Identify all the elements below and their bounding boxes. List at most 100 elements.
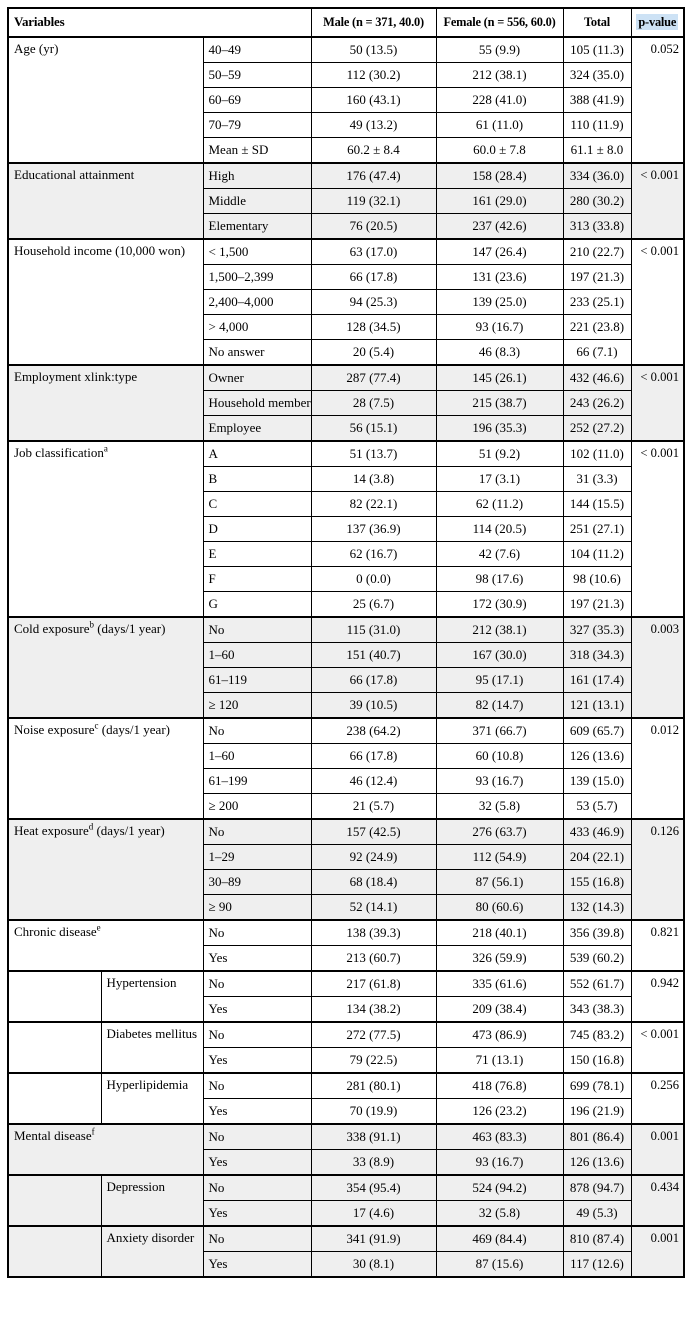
total-cell: 878 (94.7) <box>562 1174 632 1201</box>
male-cell: 39 (10.5) <box>310 692 437 719</box>
category-cell: A <box>202 440 312 467</box>
variable-cell: Employment xlink:type <box>7 364 204 442</box>
category-cell: E <box>202 541 312 567</box>
category-cell: F <box>202 566 312 592</box>
table-row: 61–199 46 (12.4) 93 (16.7) 139 (15.0) <box>8 768 684 794</box>
total-cell: 432 (46.6) <box>562 364 632 391</box>
category-cell: 60–69 <box>202 87 312 113</box>
male-cell: 176 (47.4) <box>310 162 437 189</box>
variable-cell: Job classificationa <box>7 440 204 618</box>
male-cell: 66 (17.8) <box>310 264 437 290</box>
category-cell: < 1,500 <box>202 238 312 265</box>
male-cell: 62 (16.7) <box>310 541 437 567</box>
female-cell: 87 (56.1) <box>435 869 564 895</box>
male-cell: 63 (17.0) <box>310 238 437 265</box>
col-header-female: Female (n = 556, 60.0) <box>435 7 564 38</box>
female-cell: 60 (10.8) <box>435 743 564 769</box>
table-row: Noise exposurec (days/1 year) No 238 (64.2… <box>7 717 685 820</box>
male-cell: 112 (30.2) <box>310 62 437 88</box>
female-cell: 32 (5.8) <box>435 793 564 820</box>
indent-cell <box>7 970 102 1023</box>
total-cell: 699 (78.1) <box>562 1072 632 1099</box>
table-row: 1,500–2,399 66 (17.8) 131 (23.6) 197 (21.3) <box>8 264 684 290</box>
table-row: Household member 28 (7.5) 215 (38.7) 243 (2… <box>8 390 684 416</box>
category-cell: Yes <box>202 1251 312 1278</box>
female-cell: 326 (59.9) <box>435 945 564 972</box>
table-row: 61–119 66 (17.8) 95 (17.1) 161 (17.4) <box>8 667 684 693</box>
table-row: Employment xlink:type Owner 287 (77.4) 145 … <box>7 364 685 442</box>
footnote-marker: c <box>94 720 99 731</box>
category-cell: C <box>202 491 312 517</box>
category-cell: No <box>202 1123 312 1150</box>
col-header-variables: Variables <box>7 7 312 38</box>
table-row: Yes 17 (4.6) 32 (5.8) 49 (5.3) <box>8 1200 684 1227</box>
category-cell: 2,400–4,000 <box>202 289 312 315</box>
female-cell: 209 (38.4) <box>435 996 564 1023</box>
male-cell: 33 (8.9) <box>310 1149 437 1176</box>
characteristics-table: Variables Male (n = 371, 40.0) Female (n… <box>7 7 685 1278</box>
total-cell: 31 (3.3) <box>562 466 632 492</box>
col-header-male: Male (n = 371, 40.0) <box>310 7 437 38</box>
female-cell: 418 (76.8) <box>435 1072 564 1099</box>
female-cell: 46 (8.3) <box>435 339 564 366</box>
category-cell: 1–60 <box>202 743 312 769</box>
category-cell: 40–49 <box>202 36 312 63</box>
table-row: No answer 20 (5.4) 46 (8.3) 66 (7.1) <box>8 339 684 366</box>
p-value-cell: 0.126 <box>630 818 685 921</box>
female-cell: 161 (29.0) <box>435 188 564 214</box>
total-cell: 233 (25.1) <box>562 289 632 315</box>
male-cell: 14 (3.8) <box>310 466 437 492</box>
category-cell: Middle <box>202 188 312 214</box>
category-cell: 1–29 <box>202 844 312 870</box>
category-cell: Owner <box>202 364 312 391</box>
female-cell: 237 (42.6) <box>435 213 564 240</box>
male-cell: 20 (5.4) <box>310 339 437 366</box>
female-cell: 463 (83.3) <box>435 1123 564 1150</box>
male-cell: 51 (13.7) <box>310 440 437 467</box>
female-cell: 98 (17.6) <box>435 566 564 592</box>
total-cell: 334 (36.0) <box>562 162 632 189</box>
female-cell: 61 (11.0) <box>435 112 564 138</box>
p-value-cell: 0.434 <box>630 1174 685 1227</box>
table-row: Depression No 354 (95.4) 524 (94.2) 878 (94.… <box>7 1174 685 1227</box>
total-cell: 810 (87.4) <box>562 1225 632 1252</box>
total-cell: 49 (5.3) <box>562 1200 632 1227</box>
category-cell: Yes <box>202 1098 312 1125</box>
female-cell: 55 (9.9) <box>435 36 564 63</box>
variable-cell: Household income (10,000 won) <box>7 238 204 366</box>
table-row: > 4,000 128 (34.5) 93 (16.7) 221 (23.8) <box>8 314 684 340</box>
total-cell: 609 (65.7) <box>562 717 632 744</box>
total-cell: 126 (13.6) <box>562 1149 632 1176</box>
table-row: Diabetes mellitus No 272 (77.5) 473 (86.9) 7… <box>7 1021 685 1074</box>
female-cell: 218 (40.1) <box>435 919 564 946</box>
total-cell: 343 (38.3) <box>562 996 632 1023</box>
sub-variable-cell: Depression <box>100 1174 204 1227</box>
table-row: Hypertension No 217 (61.8) 335 (61.6) 552 (6… <box>7 970 685 1023</box>
p-value-cell: 0.003 <box>630 616 685 719</box>
male-cell: 0 (0.0) <box>310 566 437 592</box>
total-cell: 324 (35.0) <box>562 62 632 88</box>
female-cell: 82 (14.7) <box>435 692 564 719</box>
total-cell: 801 (86.4) <box>562 1123 632 1150</box>
table-row: B 14 (3.8) 17 (3.1) 31 (3.3) <box>8 466 684 492</box>
footnote-marker: e <box>96 922 101 933</box>
category-cell: Yes <box>202 1047 312 1074</box>
male-cell: 49 (13.2) <box>310 112 437 138</box>
total-cell: 196 (21.9) <box>562 1098 632 1125</box>
table-row: Middle 119 (32.1) 161 (29.0) 280 (30.2) <box>8 188 684 214</box>
category-cell: Household member <box>202 390 312 416</box>
male-cell: 128 (34.5) <box>310 314 437 340</box>
total-cell: 150 (16.8) <box>562 1047 632 1074</box>
variable-cell: Age (yr) <box>7 36 204 164</box>
total-cell: 356 (39.8) <box>562 919 632 946</box>
table-body: Age (yr) 40–49 50 (13.5) 55 (9.9) 105 (11.3)… <box>7 36 685 1278</box>
p-value-cell: 0.012 <box>630 717 685 820</box>
category-cell: Employee <box>202 415 312 442</box>
table-row: Age (yr) 40–49 50 (13.5) 55 (9.9) 105 (11.3)… <box>7 36 685 164</box>
category-cell: Elementary <box>202 213 312 240</box>
p-value-cell: < 0.001 <box>630 238 685 366</box>
male-cell: 52 (14.1) <box>310 894 437 921</box>
female-cell: 371 (66.7) <box>435 717 564 744</box>
header-row: Variables Male (n = 371, 40.0) Female (n… <box>7 7 685 38</box>
